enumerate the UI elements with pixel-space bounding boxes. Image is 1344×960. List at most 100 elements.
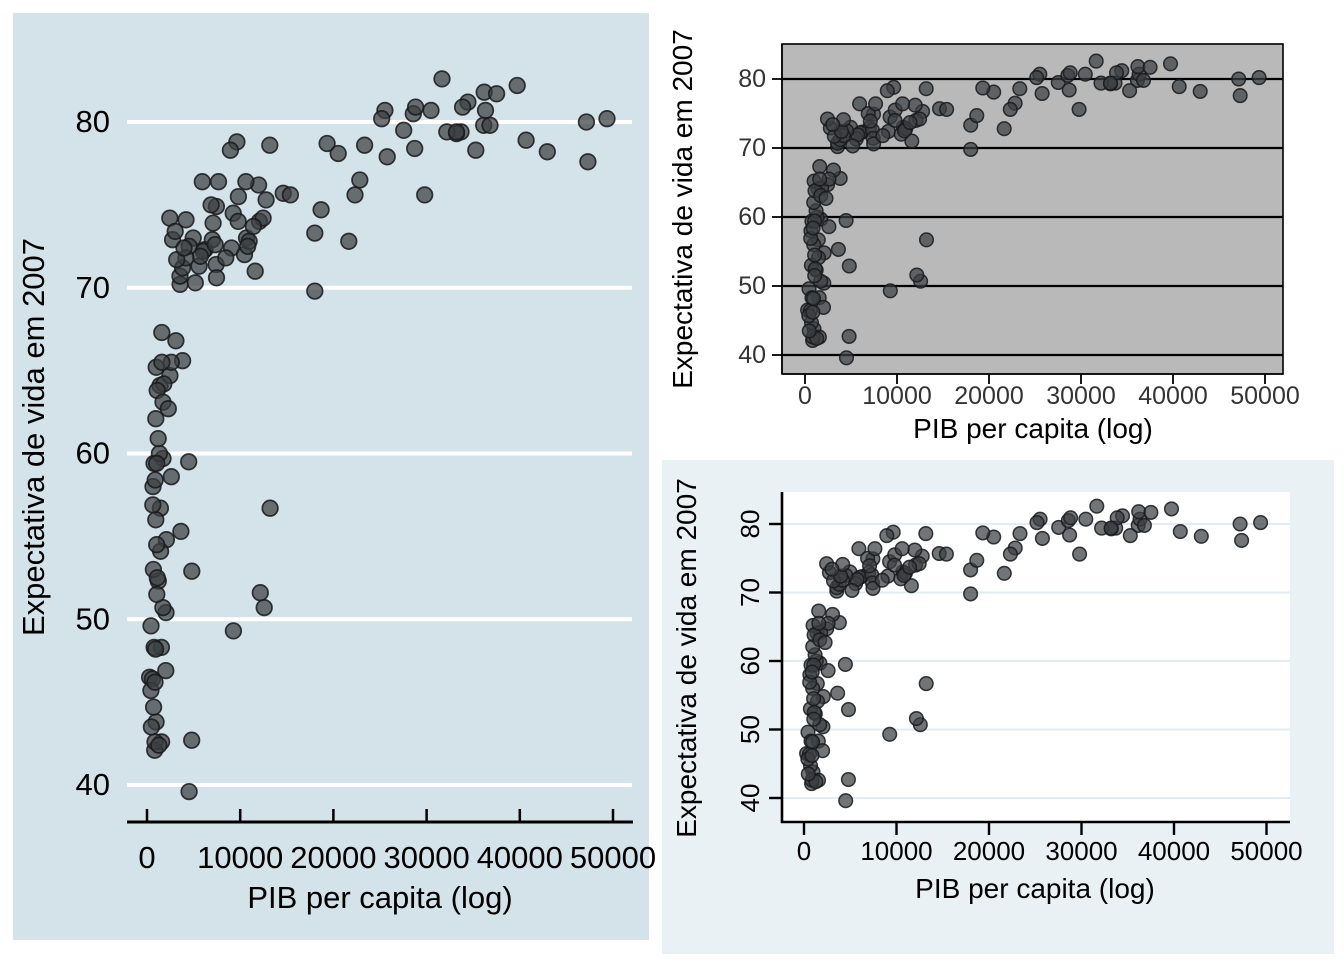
data-point (975, 80, 991, 96)
plot-panel-background (782, 492, 1290, 822)
scatter-panel-left: 0 10000 20000 30000 40000 50000 40 50 60 70 80 PIB … (0, 0, 655, 960)
data-point (1162, 56, 1179, 72)
data-point (306, 224, 324, 242)
data-point (1029, 515, 1045, 531)
data-point (318, 134, 336, 153)
x-tick-label: 20000 (953, 836, 1025, 866)
x-tick-label: 30000 (1045, 836, 1117, 866)
data-point (806, 711, 822, 727)
data-point (207, 269, 226, 287)
data-point (1089, 498, 1105, 514)
data-point (821, 219, 837, 235)
data-point (918, 81, 934, 97)
data-point (841, 258, 857, 274)
data-point (862, 558, 878, 574)
data-point (221, 141, 240, 159)
data-point (144, 698, 163, 716)
data-point (167, 332, 185, 350)
data-point (820, 663, 836, 679)
data-point (183, 562, 201, 580)
data-point (840, 771, 856, 788)
data-point (851, 541, 867, 557)
data-point (255, 598, 273, 617)
data-point (206, 236, 224, 254)
data-point (838, 793, 854, 809)
x-tick-label: 0 (797, 836, 811, 866)
data-point (281, 186, 300, 204)
data-point (172, 522, 190, 541)
data-point (845, 138, 861, 154)
data-point (447, 123, 466, 141)
x-tick-label: 0 (798, 382, 812, 410)
data-point (1172, 523, 1188, 540)
data-point (355, 136, 374, 154)
data-point (1163, 501, 1180, 517)
data-point (306, 282, 324, 300)
data-point (467, 141, 485, 159)
data-point (807, 268, 823, 284)
data-point (812, 171, 828, 187)
scatter-svg-top-right: 0 10000 20000 30000 40000 50000 40 50 60 70 80 PIB … (667, 29, 1300, 444)
data-point (1136, 517, 1152, 533)
data-point (969, 552, 985, 568)
data-point (907, 97, 923, 113)
data-point (806, 691, 822, 707)
data-point (487, 85, 506, 103)
data-point (868, 96, 884, 112)
data-point (229, 187, 248, 206)
x-tick-label: 30000 (1046, 382, 1116, 410)
data-point (481, 116, 499, 134)
data-point (146, 673, 164, 691)
y-tick-label: 70 (76, 270, 110, 305)
data-point (1143, 504, 1159, 520)
data-point (817, 634, 833, 651)
data-point (866, 136, 882, 152)
data-point (909, 267, 925, 283)
data-point (939, 101, 955, 117)
data-point (1077, 66, 1093, 82)
data-point (146, 640, 165, 658)
data-point (153, 323, 171, 342)
data-point (577, 113, 596, 131)
data-point (882, 283, 898, 299)
scatter-svg-left: 0 10000 20000 30000 40000 50000 40 50 60 70 80 PIB … (13, 13, 655, 940)
x-tick-label: 0 (138, 840, 155, 875)
data-point (1232, 88, 1248, 104)
y-tick-label: 40 (738, 341, 766, 369)
data-point (175, 239, 193, 257)
data-point (142, 718, 161, 736)
data-point (1232, 516, 1248, 532)
data-point (804, 664, 820, 680)
data-point (193, 173, 211, 191)
data-point (453, 98, 472, 116)
data-point (1088, 53, 1104, 69)
data-point (1029, 70, 1045, 86)
data-point (904, 133, 920, 149)
data-point (579, 153, 597, 171)
data-point (837, 656, 853, 672)
data-point (805, 304, 821, 320)
data-point (918, 232, 935, 248)
data-point (801, 323, 817, 339)
data-point (162, 468, 180, 486)
data-point (1072, 546, 1088, 562)
data-point (907, 542, 923, 558)
data-point (1078, 511, 1094, 527)
scatter-svg-bottom-right: 0 10000 20000 30000 40000 50000 40 50 60 70 80 PIB … (662, 460, 1334, 954)
data-point (807, 247, 823, 263)
data-point (1002, 101, 1018, 117)
x-tick-label: 20000 (290, 840, 376, 875)
data-point (918, 526, 934, 542)
data-point (246, 262, 264, 280)
data-point (1002, 546, 1018, 562)
data-point (148, 569, 166, 587)
x-tick-label: 30000 (383, 840, 469, 875)
x-axis-title: PIB per capita (log) (247, 880, 512, 915)
data-point (908, 710, 924, 727)
data-point (153, 353, 171, 371)
data-point (852, 96, 868, 112)
data-point (1063, 510, 1079, 526)
data-point (373, 110, 391, 128)
x-tick-label: 40000 (477, 840, 563, 875)
data-point (811, 615, 827, 631)
